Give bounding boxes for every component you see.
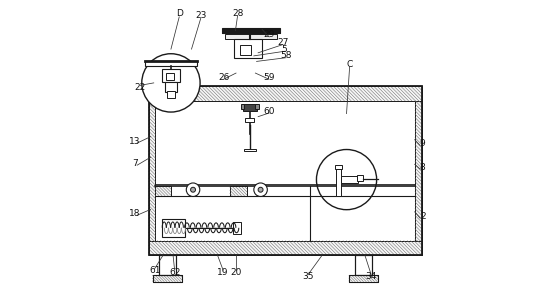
Bar	[148, 101, 155, 241]
Text: 8: 8	[420, 163, 426, 172]
Circle shape	[186, 183, 200, 196]
Bar	[349, 275, 378, 282]
Text: 34: 34	[365, 272, 377, 282]
Bar	[335, 165, 342, 169]
Bar	[355, 255, 372, 275]
Text: 59: 59	[263, 73, 275, 82]
Bar	[336, 169, 341, 196]
Circle shape	[316, 150, 377, 210]
Circle shape	[142, 54, 200, 112]
Bar	[230, 186, 247, 196]
Bar	[162, 69, 180, 82]
Bar	[155, 186, 171, 196]
Bar	[165, 82, 177, 92]
Bar	[234, 39, 262, 58]
Text: 58: 58	[280, 51, 292, 60]
Bar	[152, 275, 182, 282]
Bar	[233, 222, 240, 234]
Bar	[148, 241, 422, 255]
Bar	[167, 91, 175, 98]
Text: C: C	[347, 60, 353, 69]
Bar	[357, 175, 363, 181]
Text: 7: 7	[132, 159, 138, 168]
Bar	[222, 28, 280, 33]
Text: 13: 13	[129, 137, 141, 146]
Text: 27: 27	[277, 38, 288, 47]
Text: 23: 23	[195, 11, 206, 20]
Bar	[256, 104, 259, 109]
Bar	[158, 255, 176, 275]
Bar	[162, 219, 185, 237]
Bar	[355, 255, 372, 275]
Text: 62: 62	[169, 268, 180, 277]
Text: 2: 2	[420, 212, 426, 221]
Text: 5: 5	[282, 45, 287, 54]
Bar	[244, 149, 256, 151]
Text: D: D	[176, 9, 182, 18]
Bar	[145, 61, 197, 66]
Text: 61: 61	[149, 266, 160, 275]
Bar	[158, 255, 176, 275]
Bar	[152, 275, 182, 282]
Text: 19: 19	[218, 268, 229, 277]
Text: 28: 28	[232, 9, 243, 18]
Text: 18: 18	[129, 209, 141, 218]
Bar	[415, 101, 422, 241]
Circle shape	[191, 187, 195, 192]
Bar	[341, 176, 358, 183]
Text: 26: 26	[218, 73, 229, 82]
Text: 22: 22	[134, 83, 146, 92]
Text: 60: 60	[263, 107, 275, 116]
Bar	[225, 34, 277, 39]
Text: 35: 35	[302, 272, 314, 282]
Bar	[166, 73, 174, 80]
Circle shape	[258, 187, 263, 192]
Bar	[245, 118, 254, 122]
Text: 20: 20	[230, 268, 242, 277]
Bar	[148, 86, 422, 255]
Text: 29: 29	[263, 30, 275, 39]
Bar	[349, 275, 378, 282]
Bar	[240, 104, 244, 109]
Text: 9: 9	[420, 139, 426, 148]
Bar	[148, 86, 422, 101]
Bar	[240, 45, 251, 55]
Bar	[243, 104, 257, 111]
Circle shape	[254, 183, 267, 196]
